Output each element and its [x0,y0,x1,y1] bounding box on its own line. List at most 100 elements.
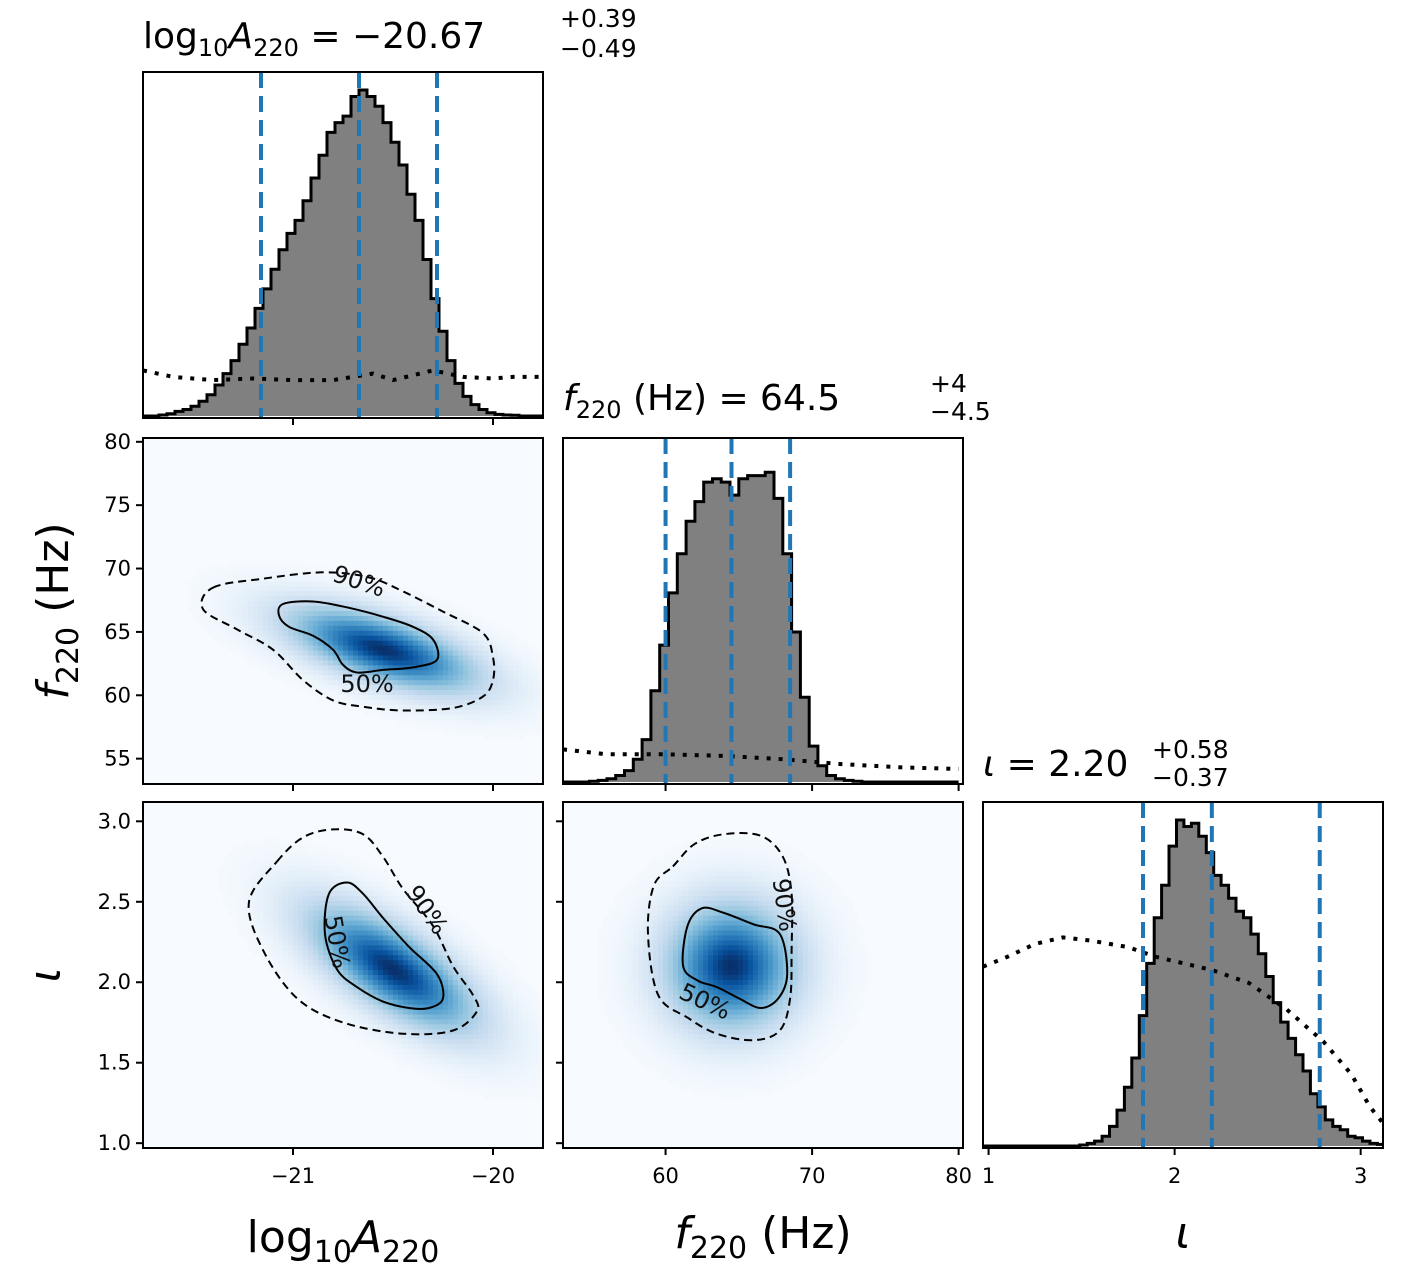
density-cell [523,1034,529,1040]
density-cell [263,615,269,622]
density-cell [358,645,364,652]
density-cell [438,620,444,627]
density-cell [428,665,434,671]
density-cell [678,1073,684,1080]
density-cell [348,586,354,592]
density-cell [408,890,414,897]
density-cell [708,856,714,862]
density-cell [373,704,379,711]
density-cell [698,1063,704,1070]
density-cell [698,1004,704,1011]
density-cell [323,586,329,592]
density-cell [373,989,379,996]
density-cell [468,714,474,721]
density-cell [523,1044,529,1050]
density-cell [688,1083,694,1090]
density-cell [293,920,299,927]
density-cell [388,606,394,612]
density-cell [683,861,689,867]
density-cell [388,955,394,961]
density-cell [483,1054,489,1060]
density-cell [478,680,484,686]
density-cell [283,606,289,612]
density-cell [418,1019,424,1026]
density-cell [693,1014,699,1021]
density-cell [218,571,224,577]
density-cell [723,1073,729,1080]
density-cell [353,695,359,701]
density-cell [598,930,604,937]
density-cell [313,650,319,657]
density-cell [693,999,699,1006]
density-cell [623,960,629,966]
density-cell [413,989,419,996]
density-cell [243,866,249,872]
density-cell [368,695,374,701]
density-cell [413,984,419,991]
density-cell [253,561,259,568]
density-cell [228,886,234,892]
density-cell [448,635,454,642]
density-cell [418,709,424,716]
density-cell [718,920,724,927]
density-cell [723,871,729,877]
density-cell [678,1059,684,1065]
density-cell [653,881,659,887]
density-map-f220-iota [598,836,869,1100]
density-cell [328,591,334,597]
density-cell [538,729,543,736]
density-cell [518,1078,524,1085]
density-cell [673,890,679,897]
density-cell [363,699,369,706]
density-cell [713,989,719,996]
density-cell [238,930,244,937]
density-cell [463,670,469,676]
density-cell [723,930,729,937]
density-cell [308,935,314,941]
density-cell [398,680,404,686]
density-cell [683,1044,689,1050]
density-cell [198,576,204,582]
density-cell [308,690,314,696]
density-cell [333,856,339,862]
density-cell [258,655,264,662]
density-cell [348,861,354,867]
density-cell [358,690,364,696]
density-cell [323,881,329,887]
density-cell [503,660,509,666]
density-cell [473,1049,479,1055]
density-cell [508,680,514,686]
density-cell [508,645,514,652]
density-cell [738,1054,744,1060]
density-cell [638,1014,644,1021]
density-cell [323,1009,329,1016]
density-cell [628,1014,634,1021]
density-cell [273,841,279,848]
density-cell [423,1019,429,1026]
density-cell [308,596,314,602]
density-cell [253,886,259,892]
density-cell [398,615,404,622]
density-cell [318,615,324,622]
density-cell [443,690,449,696]
density-cell [508,729,514,736]
density-cell [503,955,509,961]
density-cell [723,1078,729,1085]
density-cell [688,1039,694,1045]
density-cell [388,950,394,956]
density-cell [698,881,704,887]
density-cell [223,606,229,612]
density-cell [333,660,339,666]
density-cell [448,984,454,991]
density-cell [208,571,214,577]
density-cell [703,1029,709,1035]
density-cell [403,965,409,971]
density-cell [703,881,709,887]
density-cell [713,1039,719,1045]
density-cell [673,871,679,877]
density-cell [193,611,199,617]
density-cell [323,660,329,666]
density-cell [293,561,299,568]
density-cell [208,576,214,582]
density-cell [718,1093,724,1100]
